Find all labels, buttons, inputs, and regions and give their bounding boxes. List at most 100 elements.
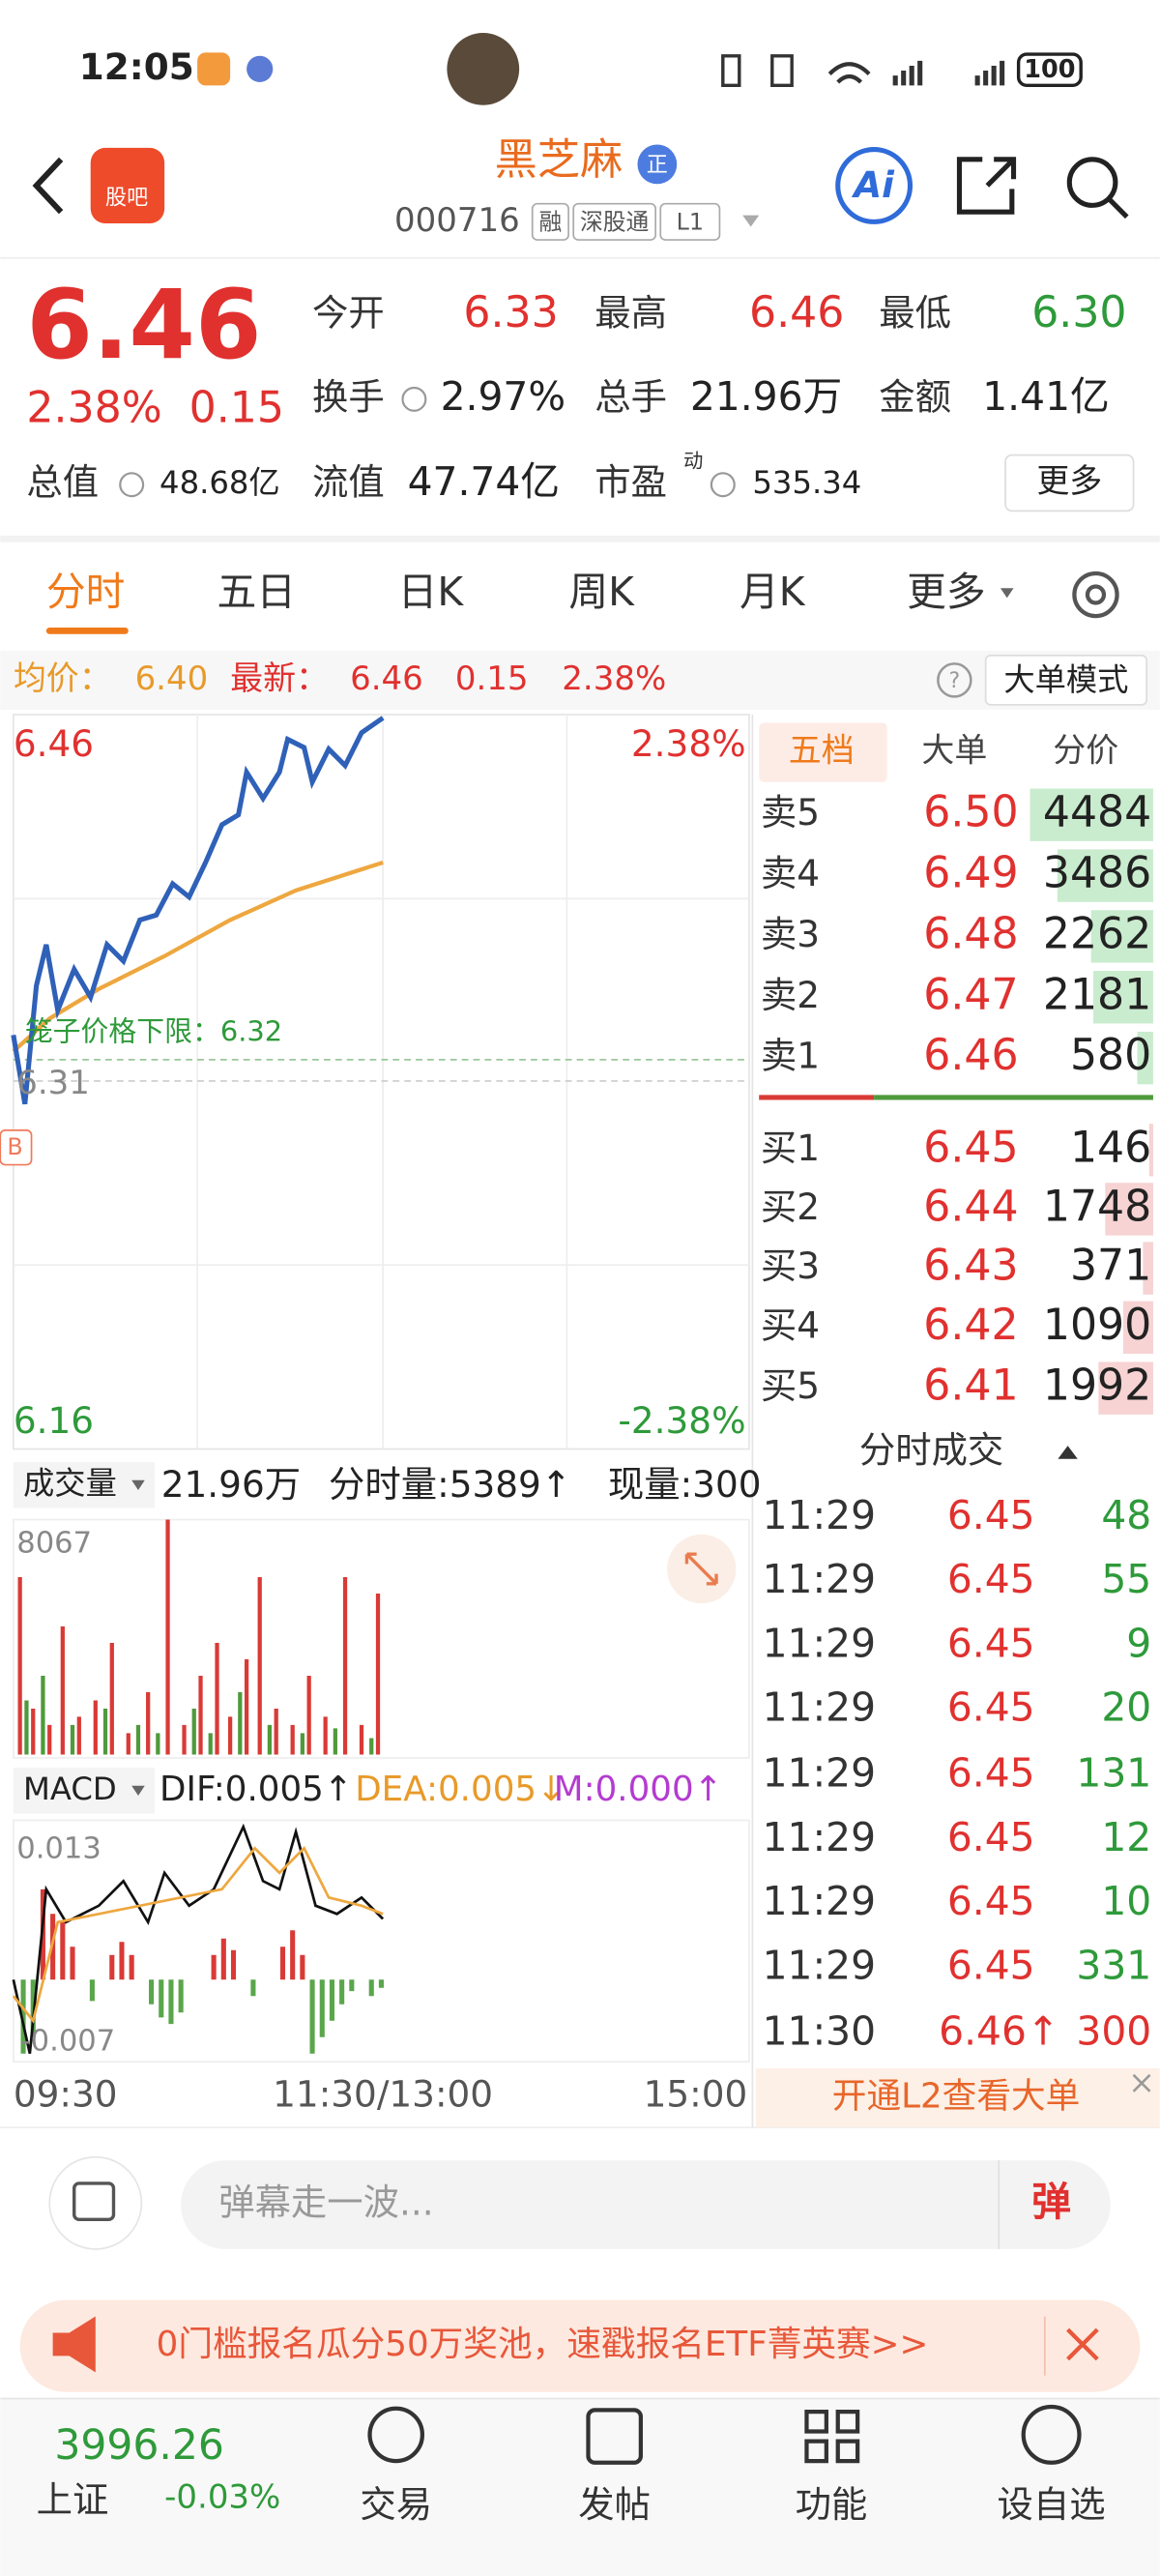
volume-selector[interactable] — [13, 1462, 155, 1508]
settings-button[interactable] — [1072, 571, 1119, 619]
book-volume: 1992 — [1043, 1361, 1151, 1411]
book-price: 6.44 — [923, 1182, 1018, 1231]
trade-volume: 300 — [1076, 2007, 1151, 2054]
promo-close[interactable] — [1066, 2327, 1099, 2361]
price-line — [11, 716, 385, 1105]
comment-placeholder: 弹幕走一波... — [218, 2181, 433, 2224]
trade-time: 11:29 — [763, 1684, 876, 1731]
latest-label: 最新： — [230, 659, 329, 698]
tab-indicator — [45, 628, 129, 634]
search-button[interactable] — [1107, 196, 1129, 220]
book-label: 卖1 — [761, 1035, 820, 1077]
nav-item[interactable]: 设自选 — [998, 2483, 1106, 2526]
b-marker: B — [7, 1133, 22, 1160]
more-button[interactable] — [1004, 454, 1135, 512]
sort-icon — [1058, 1446, 1078, 1459]
close-icon[interactable] — [1132, 2073, 1151, 2093]
trade-price: 6.46↑ — [939, 2007, 1059, 2054]
danmu-settings[interactable] — [48, 2155, 143, 2250]
book-volume: 2262 — [1043, 909, 1151, 958]
dropdown-icon — [131, 1785, 145, 1796]
danmu-button: 弹 — [1031, 2179, 1071, 2225]
chart-tab: 日K — [398, 569, 465, 615]
danmu-settings[interactable] — [72, 2181, 116, 2222]
trade-time: 11:29 — [763, 1942, 876, 1988]
now-volume: 现量:300 — [608, 1463, 762, 1506]
nav-item[interactable]: 发帖 — [578, 2483, 651, 2526]
search-button[interactable] — [1066, 157, 1118, 208]
info-icon — [119, 472, 145, 498]
field-label-sup: 动 — [683, 449, 703, 472]
trade-price: 6.45 — [947, 1942, 1035, 1988]
ai-button[interactable] — [835, 147, 914, 224]
depth-bar — [1098, 1361, 1153, 1415]
trade-volume: 48 — [1101, 1492, 1151, 1538]
post-icon[interactable] — [586, 2408, 643, 2465]
guba-badge-label: 股吧 — [105, 187, 148, 211]
trade-time: 11:29 — [763, 1814, 876, 1860]
macd-selector[interactable] — [13, 1768, 155, 1814]
book-price: 6.43 — [923, 1242, 1018, 1291]
trade-price: 6.45 — [947, 1750, 1035, 1797]
book-price: 6.47 — [923, 970, 1018, 1019]
avg-value: 6.40 — [135, 659, 209, 698]
settings-button[interactable] — [1085, 584, 1107, 605]
mode-label: 大单模式 — [1003, 661, 1128, 698]
comment-input[interactable] — [181, 2160, 1111, 2249]
trades-title: 分时成交 — [859, 1428, 1003, 1471]
info-icon — [710, 472, 736, 498]
stock-code: 000716 — [394, 201, 520, 240]
field-value: 48.68亿 — [160, 464, 280, 501]
field-label: 金额 — [879, 375, 951, 418]
stock-name: 黑芝麻 — [495, 135, 623, 185]
chart-tab: 月K — [740, 569, 806, 615]
avg-label: 均价： — [14, 659, 112, 698]
field-label: 总手 — [594, 375, 667, 418]
index-value: 3996.26 — [54, 2422, 224, 2470]
guba-badge[interactable] — [90, 147, 165, 224]
nav-item[interactable]: 功能 — [796, 2483, 868, 2526]
trade-price: 6.45 — [947, 1620, 1035, 1666]
nav-item[interactable]: 交易 — [360, 2483, 432, 2526]
bottom-nav — [0, 2398, 1160, 2576]
field-value: 6.33 — [463, 288, 558, 337]
watchlist-icon[interactable] — [1021, 2404, 1082, 2465]
trade-volume: 55 — [1101, 1556, 1151, 1602]
trade-icon[interactable] — [367, 2406, 425, 2464]
depth-bar — [1105, 1183, 1153, 1236]
trade-time: 11:29 — [763, 1620, 876, 1666]
volume-label: 成交量 — [23, 1465, 117, 1502]
expand-button[interactable] — [684, 1552, 718, 1586]
mode-button[interactable] — [984, 655, 1147, 706]
field-label: 最低 — [879, 292, 951, 335]
trade-price: 6.45 — [947, 1878, 1035, 1924]
share-button[interactable] — [956, 157, 1017, 215]
promo-banner[interactable] — [19, 2299, 1141, 2392]
price-low: 6.16 — [14, 1399, 94, 1442]
book-volume: 580 — [1070, 1031, 1151, 1080]
help-icon[interactable] — [937, 662, 972, 698]
index-change: -0.03% — [164, 2478, 280, 2517]
book-volume: 1748 — [1043, 1182, 1151, 1231]
volume-max: 8067 — [16, 1527, 92, 1561]
function-icon[interactable] — [804, 2409, 860, 2464]
trade-volume: 331 — [1076, 1942, 1151, 1988]
macd-dif: DIF:0.005↑ — [160, 1770, 353, 1809]
latest-change-pct: 2.38% — [562, 659, 666, 698]
macd-dea: DEA:0.005↓ — [355, 1770, 566, 1809]
l2-banner-bg[interactable] — [755, 2068, 1160, 2128]
trade-time: 11:29 — [763, 1750, 876, 1797]
back-button[interactable] — [32, 157, 64, 215]
tick-volume: 分时量:5389↑ — [329, 1463, 571, 1506]
tag-box — [531, 202, 569, 241]
book-label: 买2 — [761, 1186, 820, 1228]
l2-banner-label[interactable]: 开通L2查看大单 — [832, 2077, 1081, 2117]
app-icon — [246, 55, 274, 82]
book-label: 卖2 — [761, 974, 820, 1016]
book-volume: 146 — [1070, 1123, 1151, 1172]
book-label: 买3 — [761, 1244, 820, 1287]
field-label: 今开 — [312, 292, 385, 335]
field-label: 总值 — [26, 461, 99, 504]
